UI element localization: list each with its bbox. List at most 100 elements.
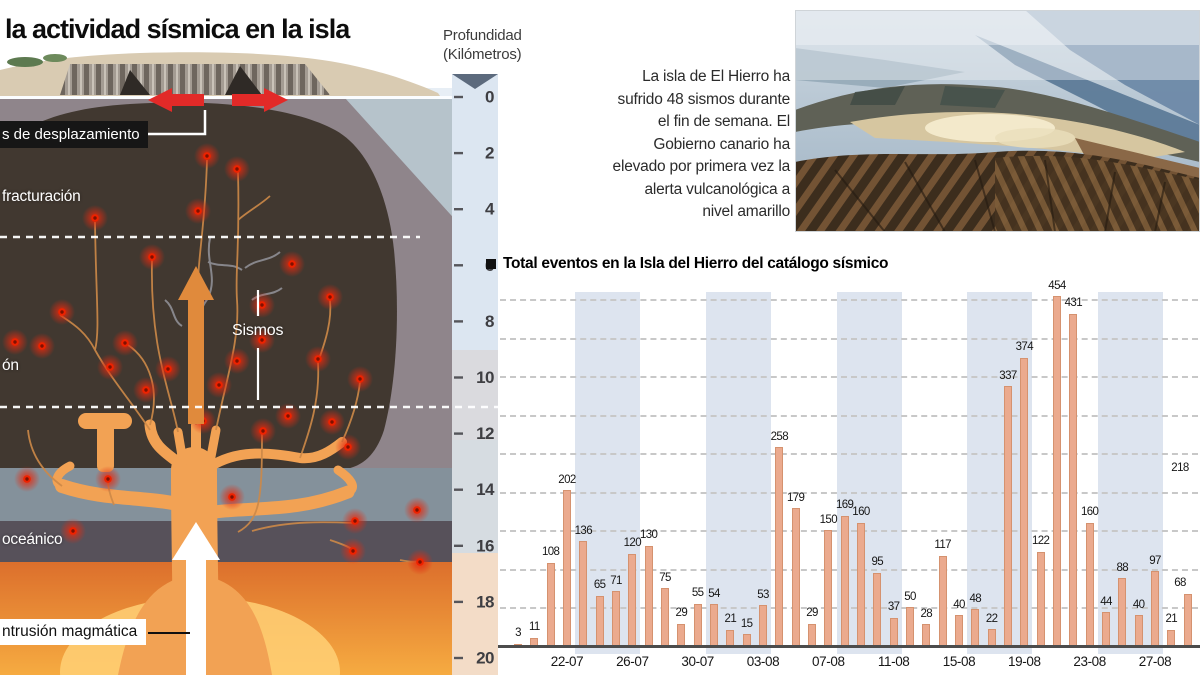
spread-arrow-right-icon xyxy=(232,88,288,112)
chart-title: Total eventos en la Isla del Hierro del … xyxy=(503,255,889,272)
bar xyxy=(1167,629,1176,646)
gridline xyxy=(500,453,1198,456)
bar xyxy=(987,629,996,646)
bar-value-label: 68 xyxy=(1174,577,1186,590)
vegetation-patch-2 xyxy=(43,54,67,62)
bar xyxy=(1003,386,1012,646)
vegetation-patch-1 xyxy=(7,57,43,67)
depth-tick-14: 14 xyxy=(476,480,495,499)
bar xyxy=(1150,571,1159,646)
gridline xyxy=(500,337,1198,340)
label-sismos: Sismos xyxy=(232,322,284,339)
bar xyxy=(1052,296,1061,646)
bar-value-label: 454 xyxy=(1048,279,1066,292)
bar-value-label: 431 xyxy=(1064,297,1083,310)
bar-value-label: 218 xyxy=(1171,461,1189,474)
label-deformacion: ón xyxy=(2,357,19,374)
bar-value-label: 169 xyxy=(835,499,854,512)
bar-value-label: 37 xyxy=(887,600,900,613)
x-axis-date-label: 07-08 xyxy=(812,654,845,669)
bar-value-label: 71 xyxy=(610,574,622,587)
desplazamiento-connector xyxy=(140,110,207,136)
gridline xyxy=(500,491,1198,494)
bar xyxy=(660,588,669,646)
x-axis-date-label: 03-08 xyxy=(746,654,780,669)
bar xyxy=(938,555,947,646)
bar xyxy=(856,522,865,646)
bar-value-label: 202 xyxy=(558,473,576,486)
title-bullet-icon xyxy=(486,259,496,269)
bar-value-label: 50 xyxy=(904,590,916,603)
bar-value-label: 160 xyxy=(1080,506,1099,519)
bar xyxy=(922,624,931,646)
bar xyxy=(611,591,620,646)
bar-value-label: 122 xyxy=(1031,535,1050,548)
bar-value-label: 179 xyxy=(786,491,805,504)
bar-value-label: 29 xyxy=(806,607,818,620)
annotation-line: La isla de El Hierro ha xyxy=(642,68,790,85)
bar xyxy=(824,530,833,646)
bar-value-label: 95 xyxy=(871,556,884,569)
label-intrusion: ntrusión magmática xyxy=(0,619,147,645)
depth-tick-8: 8 xyxy=(485,312,494,331)
bar-value-label: 11 xyxy=(528,621,540,634)
bar-value-label: 40 xyxy=(953,598,965,611)
bar-value-label: 160 xyxy=(852,506,870,519)
x-axis-date-label: 11-08 xyxy=(877,654,910,669)
depth-tick-12: 12 xyxy=(476,424,494,443)
sea-wedge xyxy=(345,98,460,225)
bar-value-label: 54 xyxy=(708,587,720,600)
bar-value-label: 48 xyxy=(969,592,982,605)
cliff-shadow-1 xyxy=(120,70,150,95)
depth-scale: 0 2 4 6 8 10 12 14 16 18 20 xyxy=(452,74,498,675)
bar xyxy=(742,634,751,646)
annotation-line: sufrido 48 sismos durante xyxy=(617,90,791,108)
bar-value-label: 15 xyxy=(740,617,753,630)
x-axis-date-label: 15-08 xyxy=(942,654,976,669)
bar-value-label: 22 xyxy=(985,612,998,625)
bar-value-label: 120 xyxy=(623,537,642,550)
depth-tick-4: 4 xyxy=(485,200,495,219)
gridline xyxy=(500,530,1198,533)
bar-value-label: 44 xyxy=(1100,595,1112,608)
bar-value-label: 21 xyxy=(1165,613,1178,626)
bar-value-label: 53 xyxy=(757,588,769,601)
gridline xyxy=(500,568,1198,571)
bar-value-label: 55 xyxy=(691,587,704,600)
bar-value-label: 130 xyxy=(639,529,658,542)
depth-tick-2: 2 xyxy=(485,144,494,163)
annotation-line: alerta vulcanológica a xyxy=(644,180,790,198)
x-axis-date-label: 19-08 xyxy=(1008,654,1041,669)
bar xyxy=(775,447,784,646)
bar-value-label: 88 xyxy=(1116,561,1129,574)
bar xyxy=(807,623,816,646)
spread-arrow-left-icon xyxy=(148,88,204,112)
bar-value-label: 117 xyxy=(934,539,951,552)
gridline xyxy=(500,414,1198,417)
bar xyxy=(791,508,800,646)
bar-value-label: 65 xyxy=(593,579,606,592)
magma-arrow-icon xyxy=(178,266,214,424)
label-desplazamiento: s de desplazamiento xyxy=(0,121,148,148)
bar xyxy=(562,490,571,646)
page-title: la actividad sísmica en la isla xyxy=(5,14,350,45)
chart-title-row: Total eventos en la Isla del Hierro del … xyxy=(486,255,888,273)
bar xyxy=(971,609,980,646)
bar xyxy=(840,515,849,646)
volcano-cross-section: 0 2 4 6 8 10 12 14 16 18 20 xyxy=(0,52,498,675)
label-oceanico: oceánico xyxy=(2,531,63,548)
depth-tick-16: 16 xyxy=(476,536,494,555)
bar xyxy=(514,643,522,646)
bar-value-label: 97 xyxy=(1149,554,1161,567)
bar-value-label: 258 xyxy=(770,430,789,443)
bar xyxy=(1118,578,1127,646)
x-axis-line xyxy=(498,645,1200,648)
x-axis-date-label: 23-08 xyxy=(1073,654,1106,669)
bar xyxy=(1134,615,1143,646)
bar xyxy=(873,572,882,646)
bar-value-label: 337 xyxy=(999,369,1017,382)
bar xyxy=(726,629,735,646)
bar xyxy=(1085,522,1094,646)
depth-scale-title-line1: Profundidad xyxy=(443,27,522,44)
